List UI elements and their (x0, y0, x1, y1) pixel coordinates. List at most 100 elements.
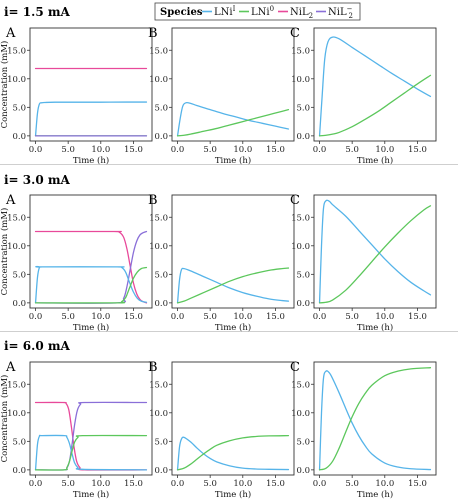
y-tick-label-r1-c-1: 5.0 (296, 103, 310, 113)
series-line-lni1-r2-b (176, 267, 290, 304)
series-line-lni1-r2-a (34, 265, 148, 304)
y-tick-label-r3-b-1: 5.0 (154, 437, 168, 447)
x-tick-label-r1-c-1: 5.0 (345, 145, 359, 155)
series-line-lni0-r1-b (176, 108, 290, 137)
series-line-lni1-r1-b (176, 101, 290, 137)
x-tick-label-r3-a-2: 10.0 (91, 479, 110, 489)
plot-area-r3-b (171, 361, 295, 476)
series-line-lni1-r1-a (34, 101, 148, 137)
x-tick-label-r3-b-0: 0.0 (171, 479, 185, 489)
y-tick-label-r1-b-2: 10.0 (149, 75, 168, 85)
y-tick-label-r3-c-2: 10.0 (291, 409, 310, 419)
y-tick-label-r3-c-1: 5.0 (296, 437, 310, 447)
series-line-lni0-r3-c (318, 367, 432, 471)
x-tick-label-r3-b-3: 15.0 (266, 479, 285, 489)
x-tick-label-r3-a-3: 15.0 (124, 479, 143, 489)
y-tick-label-r1-c-0: 0.0 (296, 132, 310, 142)
plot-area-r2-b (171, 194, 295, 309)
y-tick-label-r3-b-0: 0.0 (154, 466, 168, 476)
x-tick-label-r2-c-0: 0.0 (313, 312, 327, 322)
y-tick-label-r2-c-1: 5.0 (296, 270, 310, 280)
x-tick-label-r1-c-0: 0.0 (313, 145, 327, 155)
x-tick-label-r1-a-3: 15.0 (124, 145, 143, 155)
panel-letter-r1-b: B (148, 26, 158, 41)
x-tick-label-r3-a-0: 0.0 (29, 479, 43, 489)
x-tick-label-r1-c-2: 10.0 (375, 145, 394, 155)
y-tick-label-r3-a-0: 0.0 (12, 466, 26, 476)
legend-label-lni1: LNiI (214, 5, 236, 18)
y-tick-label-r3-b-3: 15.0 (149, 380, 168, 390)
y-axis-label-r3-a: Concentration (mM) (0, 375, 10, 463)
y-tick-label-r3-a-1: 5.0 (12, 437, 26, 447)
x-axis-label-r2-b: Time (h) (215, 322, 251, 333)
series-line-lni1-r3-b (176, 436, 290, 471)
legend-label-nil2-minus: NiL− 2 (328, 5, 353, 20)
panel-letter-r3-b: B (148, 360, 158, 375)
legend-title: Species (160, 7, 203, 18)
series-line-lni0-r2-c (318, 205, 432, 304)
x-tick-label-r3-a-1: 5.0 (61, 479, 75, 489)
panels: A 0.0 5.0 10.0 15.0 0.0 5.0 10.0 15.0 Time (h) Con… (0, 26, 437, 500)
row-title-3: i= 6.0 mA (4, 339, 71, 353)
x-tick-label-r2-a-2: 10.0 (91, 312, 110, 322)
x-tick-label-r3-c-2: 10.0 (375, 479, 394, 489)
y-tick-label-r3-b-2: 10.0 (149, 409, 168, 419)
panel-letter-r2-b: B (148, 193, 158, 208)
x-tick-label-r2-b-2: 10.0 (233, 312, 252, 322)
panel-letter-r1-c: C (290, 26, 300, 41)
x-axis-label-r1-c: Time (h) (357, 155, 393, 166)
panel-letter-r3-c: C (290, 360, 300, 375)
x-tick-label-r1-b-2: 10.0 (233, 145, 252, 155)
y-tick-label-r3-c-0: 0.0 (296, 466, 310, 476)
x-tick-label-r1-a-1: 5.0 (61, 145, 75, 155)
y-tick-label-r2-c-3: 15.0 (291, 213, 310, 223)
series-line-lni1-r3-a (34, 434, 148, 471)
plot-area-r1-a (29, 27, 153, 142)
y-tick-label-r2-a-2: 10.0 (7, 242, 26, 252)
panel-letter-r3-a: A (5, 360, 16, 375)
series-line-lni0-r2-b (176, 267, 290, 304)
x-tick-label-r3-c-1: 5.0 (345, 479, 359, 489)
x-tick-label-r1-b-0: 0.0 (171, 145, 185, 155)
x-axis-label-r2-a: Time (h) (73, 322, 109, 333)
plot-area-r1-b (171, 27, 295, 142)
x-axis-label-r1-a: Time (h) (73, 155, 109, 166)
panel-letter-r1-a: A (5, 26, 16, 41)
x-tick-label-r3-c-3: 15.0 (408, 479, 427, 489)
x-tick-label-r1-a-2: 10.0 (91, 145, 110, 155)
x-tick-label-r2-b-0: 0.0 (171, 312, 185, 322)
panel-letter-r2-c: C (290, 193, 300, 208)
x-tick-label-r1-a-0: 0.0 (29, 145, 43, 155)
plot-area-r3-a (29, 361, 153, 476)
y-tick-label-r3-a-2: 10.0 (7, 409, 26, 419)
series-line-lni0-r2-a (34, 266, 148, 304)
x-tick-label-r2-b-3: 15.0 (266, 312, 285, 322)
y-tick-label-r3-a-3: 15.0 (7, 380, 26, 390)
row-title-1: i= 1.5 mA (4, 5, 71, 19)
legend: Species LNiI LNi0 NiL2 NiL− 2 (154, 2, 361, 21)
panel-letter-r2-a: A (5, 193, 16, 208)
series-line-lni1-r1-c (318, 36, 432, 137)
y-tick-label-r1-a-0: 0.0 (12, 132, 26, 142)
y-tick-label-r1-a-1: 5.0 (12, 103, 26, 113)
series-line-lni0-r1-c (318, 74, 432, 137)
plot-area-r2-c (313, 194, 437, 309)
x-tick-label-r2-a-1: 5.0 (61, 312, 75, 322)
row-title-2: i= 3.0 mA (4, 173, 71, 187)
x-axis-label-r3-b: Time (h) (215, 489, 251, 500)
y-tick-label-r2-b-1: 5.0 (154, 270, 168, 280)
y-tick-label-r2-b-2: 10.0 (149, 242, 168, 252)
y-tick-label-r2-b-0: 0.0 (154, 299, 168, 309)
x-axis-label-r3-c: Time (h) (357, 489, 393, 500)
y-tick-label-r1-c-2: 10.0 (291, 75, 310, 85)
y-tick-label-r2-b-3: 15.0 (149, 213, 168, 223)
x-tick-label-r2-c-2: 10.0 (375, 312, 394, 322)
x-tick-label-r2-b-1: 5.0 (203, 312, 217, 322)
legend-box (154, 2, 361, 21)
y-axis-label-r1-a: Concentration (mM) (0, 41, 10, 129)
y-tick-label-r1-a-2: 10.0 (7, 75, 26, 85)
x-tick-label-r2-c-3: 15.0 (408, 312, 427, 322)
y-tick-label-r1-b-1: 5.0 (154, 103, 168, 113)
y-tick-label-r1-b-0: 0.0 (154, 132, 168, 142)
x-tick-label-r2-a-0: 0.0 (29, 312, 43, 322)
